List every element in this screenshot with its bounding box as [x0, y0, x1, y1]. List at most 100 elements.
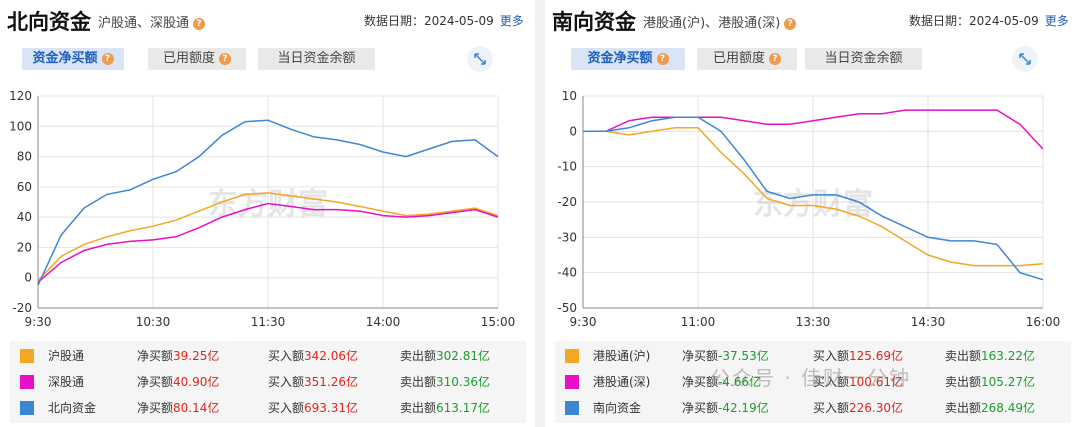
panel-title: 北向资金: [7, 10, 91, 34]
x-tick-label: 10:30: [136, 315, 171, 329]
northbound-chart: -20 0 20 40 60 80 100 120 9:30 10:30 11:30 14:00 15:…: [9, 89, 516, 329]
y-tick-label: -30: [557, 230, 577, 244]
date-line: 数据日期：2024-05-09 更多: [909, 12, 1069, 29]
panel-subtitle: 港股通(沪)、港股通(深)?: [643, 12, 797, 31]
legend-row: 港股通(沪) 净买额-37.53亿 买入额125.69亿 卖出额163.22亿: [555, 345, 1071, 367]
y-tick-label: 0: [24, 271, 32, 285]
legend-swatch: [565, 349, 579, 363]
y-tick-label: 40: [17, 210, 32, 224]
panel-subtitle: 沪股通、深股通?: [98, 12, 206, 31]
tab-label: 当日资金余额: [277, 51, 356, 66]
y-tick-label: -20: [557, 195, 577, 209]
tab-label: 已用额度: [162, 51, 215, 66]
date-line: 数据日期：2024-05-09 更多: [364, 12, 524, 29]
legend-sell: 卖出额163.22亿: [945, 349, 1036, 363]
series-line: [583, 127, 1044, 267]
legend-net: 净买额40.90亿: [137, 375, 220, 389]
legend-net: 净买额-42.19亿: [682, 401, 769, 415]
panel-divider: [535, 0, 545, 427]
x-tick-label: 11:30: [251, 315, 286, 329]
x-tick-label: 11:00: [681, 315, 716, 329]
y-tick-label: -50: [557, 301, 577, 315]
legend-name: 港股通(沪): [593, 349, 651, 363]
series-line: [583, 109, 1044, 150]
legend-buy: 买入额100.61亿: [813, 375, 904, 389]
panel-title: 南向资金: [552, 10, 636, 34]
legend-name: 北向资金: [48, 401, 97, 415]
tab-daily-balance[interactable]: 当日资金余额: [258, 48, 375, 70]
tab-daily-balance[interactable]: 当日资金余额: [805, 48, 922, 70]
legend-name: 南向资金: [593, 401, 642, 415]
legend-net: 净买额80.14亿: [137, 401, 220, 415]
legend-table: 沪股通 净买额39.25亿 买入额342.06亿 卖出额302.81亿 深股通 …: [10, 341, 526, 423]
legend-sell: 卖出额613.17亿: [400, 401, 491, 415]
legend-sell: 卖出额302.81亿: [400, 349, 491, 363]
tab-used-quota[interactable]: 已用额度?: [697, 48, 797, 70]
series-line: [37, 192, 499, 282]
legend-buy: 买入额226.30亿: [813, 401, 904, 415]
legend-net: 净买额39.25亿: [137, 349, 220, 363]
legend-buy: 买入额125.69亿: [813, 349, 904, 363]
tab-label: 资金净买额: [32, 51, 98, 66]
legend-name: 港股通(深): [593, 375, 651, 389]
legend-swatch: [565, 375, 579, 389]
x-tick-label: 9:30: [570, 315, 597, 329]
legend-row: 港股通(深) 净买额-4.66亿 买入额100.61亿 卖出额105.27亿: [555, 371, 1071, 393]
northbound-panel: 北向资金 沪股通、深股通? 数据日期：2024-05-09 更多 资金净买额? 已…: [0, 0, 535, 427]
series-line: [583, 116, 1044, 281]
expand-icon[interactable]: [1012, 46, 1038, 72]
x-tick-label: 15:00: [481, 315, 516, 329]
tab-used-quota[interactable]: 已用额度?: [148, 48, 246, 70]
more-link[interactable]: 更多: [1044, 14, 1069, 28]
legend-swatch: [20, 349, 34, 363]
y-tick-label: -10: [557, 160, 577, 174]
tab-label: 当日资金余额: [824, 51, 903, 66]
y-tick-label: 60: [17, 180, 32, 194]
legend-row: 南向资金 净买额-42.19亿 买入额226.30亿 卖出额268.49亿: [555, 397, 1071, 419]
tab-label: 已用额度: [712, 51, 765, 66]
more-link[interactable]: 更多: [499, 14, 524, 28]
x-tick-label: 14:30: [911, 315, 946, 329]
x-tick-label: 16:00: [1026, 315, 1061, 329]
subtitle-text: 沪股通、深股通: [98, 16, 190, 31]
y-tick-label: -40: [557, 266, 577, 280]
help-icon: ?: [101, 53, 114, 65]
legend-row: 深股通 净买额40.90亿 买入额351.26亿 卖出额310.36亿: [10, 371, 526, 393]
subtitle-text: 港股通(沪)、港股通(深): [643, 16, 781, 31]
expand-icon[interactable]: [467, 46, 493, 72]
legend-buy: 买入额342.06亿: [268, 349, 359, 363]
legend-swatch: [20, 375, 34, 389]
y-tick-label: 10: [562, 89, 577, 103]
legend-net: 净买额-4.66亿: [682, 375, 762, 389]
help-icon[interactable]: ?: [784, 18, 797, 30]
tab-net-buy[interactable]: 资金净买额?: [22, 48, 124, 70]
southbound-panel: 南向资金 港股通(沪)、港股通(深)? 数据日期：2024-05-09 更多 资金…: [545, 0, 1080, 427]
legend-name: 深股通: [48, 375, 85, 389]
legend-name: 沪股通: [48, 349, 85, 363]
tab-label: 资金净买额: [587, 51, 653, 66]
date-label: 数据日期：2024-05-09: [364, 14, 494, 28]
help-icon: ?: [656, 53, 669, 65]
legend-net: 净买额-37.53亿: [682, 349, 769, 363]
series-line: [37, 119, 499, 286]
legend-swatch: [565, 401, 579, 415]
legend-swatch: [20, 401, 34, 415]
legend-sell: 卖出额105.27亿: [945, 375, 1036, 389]
help-icon: ?: [219, 53, 231, 65]
legend-row: 北向资金 净买额80.14亿 买入额693.31亿 卖出额613.17亿: [10, 397, 526, 419]
x-tick-label: 9:30: [25, 315, 52, 329]
southbound-chart: -50 -40 -30 -20 -10 0 10 9:30 11:00 13:30 14:30 16:…: [557, 89, 1061, 329]
tab-net-buy[interactable]: 资金净买额?: [571, 48, 685, 70]
help-icon: ?: [769, 53, 781, 65]
series-line: [37, 202, 499, 283]
legend-table: 港股通(沪) 净买额-37.53亿 买入额125.69亿 卖出额163.22亿 …: [555, 341, 1071, 423]
y-tick-label: 20: [17, 240, 32, 254]
legend-sell: 卖出额310.36亿: [400, 375, 491, 389]
y-tick-label: 80: [17, 150, 32, 164]
legend-buy: 买入额693.31亿: [268, 401, 359, 415]
y-tick-label: 120: [9, 89, 32, 103]
legend-buy: 买入额351.26亿: [268, 375, 359, 389]
date-label: 数据日期：2024-05-09: [909, 14, 1039, 28]
legend-sell: 卖出额268.49亿: [945, 401, 1036, 415]
help-icon[interactable]: ?: [193, 18, 206, 30]
